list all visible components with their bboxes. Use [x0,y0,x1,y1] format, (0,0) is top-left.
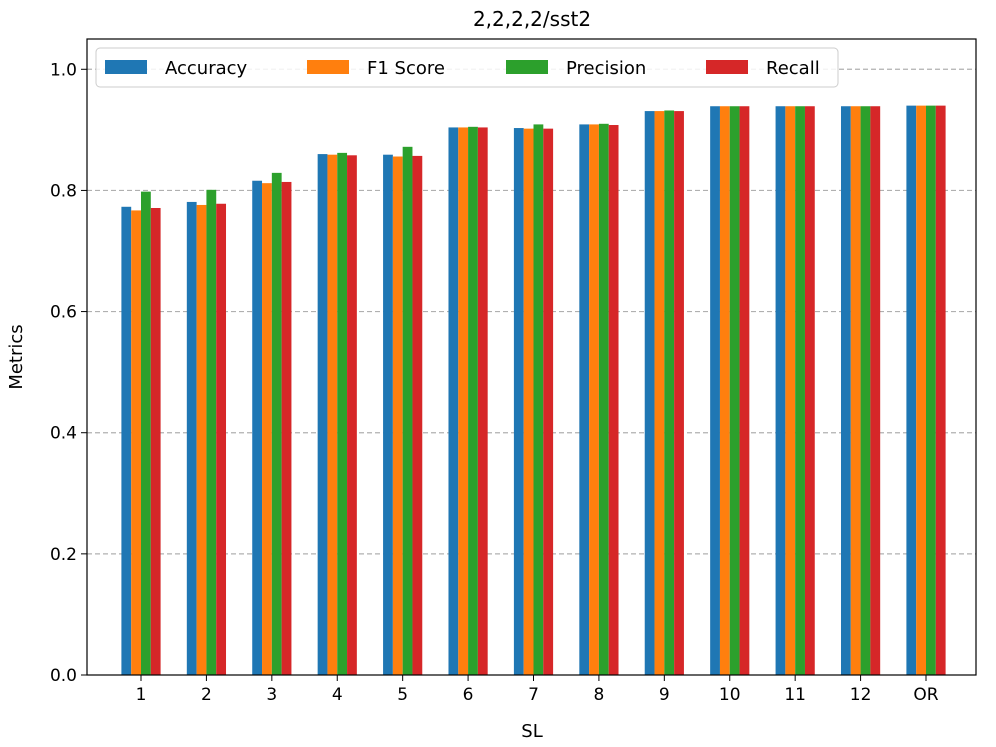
bar-f1-score [262,183,272,675]
x-axis-ticks: 1 2 3 4 5 6 7 8 9 10 11 12 OR [136,675,939,705]
bar-recall [150,207,161,675]
x-tick-label: 7 [528,685,539,705]
bar-precision [337,152,348,676]
bar-f1-score [850,106,861,676]
bar-recall [935,105,946,676]
y-axis-label: Metrics [6,324,27,389]
y-tick-label: 0.6 [50,303,77,323]
bar-accuracy [710,106,720,676]
legend-swatch [105,60,147,74]
x-tick-label: 9 [659,685,670,705]
x-tick-label: 12 [850,685,872,705]
bar-precision [468,126,478,676]
bar-accuracy [579,124,590,676]
bar-f1-score [523,128,534,675]
bar-f1-score [589,124,599,676]
bar-f1-score [654,111,665,675]
bar-accuracy [644,111,655,675]
bar-precision [533,124,544,676]
bar-precision [664,110,675,675]
bar-precision [795,106,805,676]
bar-recall [739,106,750,676]
bar-precision [402,146,413,675]
legend-label: Precision [566,58,646,79]
bar-recall [477,127,488,676]
bar-precision [206,189,217,675]
bar-accuracy [186,201,197,676]
legend: Accuracy F1 Score Precision Recall [95,47,839,88]
bar-accuracy [775,106,786,676]
bar-recall [804,106,815,676]
bar-recall [412,155,423,676]
bar-accuracy [513,128,524,676]
bar-f1-score [785,106,796,676]
legend-label: Recall [766,58,820,79]
legend-swatch [307,60,349,74]
x-tick-label: 1 [136,685,147,705]
bar-precision [598,123,609,676]
bar-recall [870,106,881,676]
bar-precision [271,172,282,675]
chart-title: 2,2,2,2/sst2 [473,7,591,31]
bars [121,105,946,676]
bar-precision [141,191,151,675]
bar-accuracy [906,105,917,676]
y-tick-label: 0.8 [50,181,77,201]
x-axis-label: SL [521,721,542,742]
bar-recall [608,125,619,676]
bar-precision [926,105,936,676]
bar-accuracy [383,154,393,676]
bar-f1-score [327,154,338,676]
y-tick-label: 1.0 [50,60,77,80]
bar-f1-score [131,210,141,675]
legend-swatch [506,60,548,74]
legend-label: Accuracy [165,58,248,79]
y-tick-label: 0.0 [50,666,77,686]
x-tick-label: 10 [719,685,741,705]
bar-recall [543,128,554,675]
plot-frame [86,38,977,676]
x-tick-label: OR [913,685,938,705]
bar-accuracy [121,206,132,676]
bar-f1-score [458,127,469,676]
legend-label: F1 Score [367,58,445,79]
bar-f1-score [392,156,403,676]
bar-f1-score [196,204,207,676]
legend-box [95,47,839,88]
y-tick-label: 0.4 [50,424,77,444]
bar-recall [347,155,357,676]
bar-f1-score [916,105,926,676]
x-tick-label: 5 [397,685,408,705]
x-tick-label: 2 [201,685,212,705]
y-tick-label: 0.2 [50,545,77,565]
bar-accuracy [448,127,459,676]
bar-f1-score [719,106,730,676]
x-tick-label: 8 [594,685,605,705]
bar-recall [674,111,684,675]
y-axis-ticks: 0.0 0.2 0.4 0.6 0.8 1.0 [50,60,87,686]
bar-recall [281,181,292,675]
bar-accuracy [252,180,263,676]
x-tick-label: 3 [266,685,277,705]
bar-accuracy [317,154,328,676]
bar-accuracy [840,106,851,676]
bar-recall [216,203,227,676]
x-tick-label: 4 [332,685,343,705]
legend-swatch [706,60,748,74]
x-tick-label: 11 [784,685,806,705]
bar-precision [860,106,871,676]
x-tick-label: 6 [463,685,474,705]
bar-precision [729,106,740,676]
